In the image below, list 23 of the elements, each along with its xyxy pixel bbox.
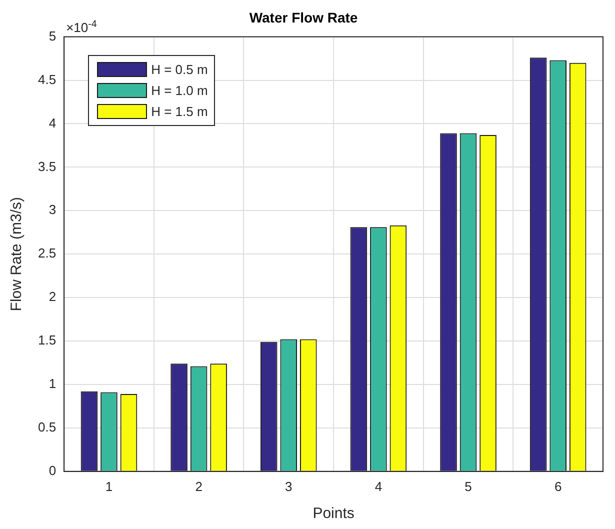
- y-tick-label: 3: [48, 202, 56, 218]
- y-tick-label: 4.5: [38, 72, 56, 87]
- chart-title: Water Flow Rate: [249, 9, 358, 26]
- x-tick-label: 4: [374, 478, 382, 494]
- y-tick-label: 3.5: [38, 158, 56, 174]
- y-tick-label: 1.5: [38, 332, 56, 348]
- y-tick-label: 2: [48, 289, 56, 304]
- y-tick-label: 4: [48, 115, 56, 130]
- legend-label: H = 1.5 m: [151, 104, 208, 119]
- y-tick-label: 0: [48, 462, 56, 478]
- legend-label: H = 1.0 m: [151, 82, 208, 98]
- x-tick-label: 3: [285, 478, 292, 494]
- x-tick-label: 5: [464, 478, 472, 494]
- y-tick-label: 2.5: [38, 246, 56, 261]
- y-tick-label: 5: [48, 28, 56, 44]
- y-axis-title: Flow Rate (m3/s): [8, 197, 26, 312]
- x-axis-title: Points: [312, 505, 354, 522]
- legend-label: H = 0.5 m: [151, 62, 208, 77]
- y-tick-label: 1: [48, 376, 56, 392]
- x-tick-label: 1: [105, 478, 113, 494]
- x-tick-label: 6: [554, 478, 562, 494]
- x-tick-label: 2: [195, 478, 202, 494]
- y-tick-label: 0.5: [38, 420, 56, 435]
